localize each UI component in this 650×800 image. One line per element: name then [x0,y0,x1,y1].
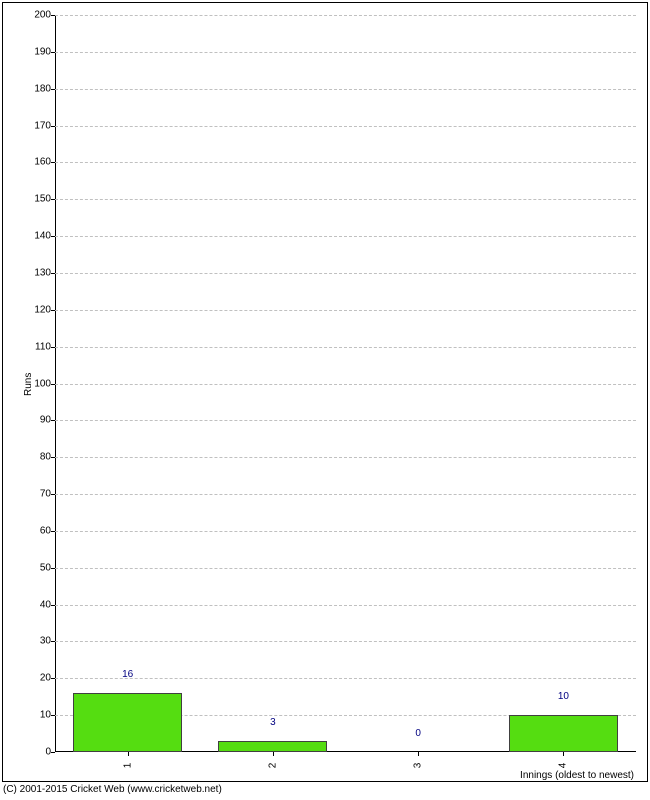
y-tick-mark [51,715,55,716]
y-tick-label: 130 [34,267,51,278]
y-tick-label: 40 [40,599,51,610]
x-tick-label: 3 [413,763,424,769]
gridline-h [55,678,636,679]
gridline-h [55,457,636,458]
gridline-h [55,605,636,606]
y-tick-label: 30 [40,636,51,647]
gridline-h [55,641,636,642]
y-tick-label: 20 [40,673,51,684]
y-tick-mark [51,162,55,163]
gridline-h [55,420,636,421]
y-tick-mark [51,52,55,53]
gridline-h [55,126,636,127]
y-tick-mark [51,384,55,385]
gridline-h [55,52,636,53]
x-tick-mark [418,752,419,756]
y-tick-label: 140 [34,231,51,242]
gridline-h [55,162,636,163]
y-tick-label: 10 [40,710,51,721]
y-tick-label: 70 [40,489,51,500]
gridline-h [55,273,636,274]
y-tick-mark [51,678,55,679]
y-tick-label: 90 [40,415,51,426]
bar [73,693,182,752]
y-tick-mark [51,347,55,348]
y-tick-label: 180 [34,83,51,94]
y-tick-label: 200 [34,10,51,21]
x-tick-label: 1 [122,763,133,769]
y-tick-label: 0 [45,747,51,758]
gridline-h [55,89,636,90]
y-tick-mark [51,199,55,200]
gridline-h [55,384,636,385]
y-tick-mark [51,568,55,569]
bar-value-label: 16 [122,669,133,680]
bar-value-label: 3 [270,717,276,728]
bar [218,741,327,752]
y-tick-mark [51,531,55,532]
y-tick-label: 120 [34,304,51,315]
y-tick-label: 80 [40,452,51,463]
y-tick-mark [51,310,55,311]
x-axis-title: Innings (oldest to newest) [520,770,634,781]
gridline-h [55,15,636,16]
y-axis-title: Runs [23,372,34,395]
x-tick-mark [563,752,564,756]
gridline-h [55,347,636,348]
x-tick-label: 4 [558,763,569,769]
y-tick-mark [51,641,55,642]
y-tick-label: 190 [34,46,51,57]
plot-area: 0102030405060708090100110120130140150160… [55,15,636,752]
bar [509,715,618,752]
gridline-h [55,310,636,311]
bar-value-label: 0 [415,728,421,739]
y-tick-label: 150 [34,194,51,205]
x-tick-label: 2 [267,763,278,769]
x-tick-mark [273,752,274,756]
y-tick-label: 60 [40,525,51,536]
y-tick-mark [51,15,55,16]
y-tick-mark [51,494,55,495]
y-tick-mark [51,605,55,606]
y-tick-mark [51,457,55,458]
y-tick-label: 170 [34,120,51,131]
gridline-h [55,236,636,237]
y-tick-mark [51,89,55,90]
gridline-h [55,494,636,495]
y-tick-mark [51,752,55,753]
gridline-h [55,199,636,200]
y-tick-label: 50 [40,562,51,573]
y-tick-mark [51,273,55,274]
x-tick-mark [128,752,129,756]
y-tick-label: 100 [34,378,51,389]
y-tick-mark [51,236,55,237]
gridline-h [55,568,636,569]
y-tick-mark [51,420,55,421]
y-tick-mark [51,126,55,127]
bar-value-label: 10 [558,691,569,702]
footer-text: (C) 2001-2015 Cricket Web (www.cricketwe… [3,784,222,795]
y-tick-label: 110 [35,341,51,352]
gridline-h [55,531,636,532]
y-tick-label: 160 [34,157,51,168]
